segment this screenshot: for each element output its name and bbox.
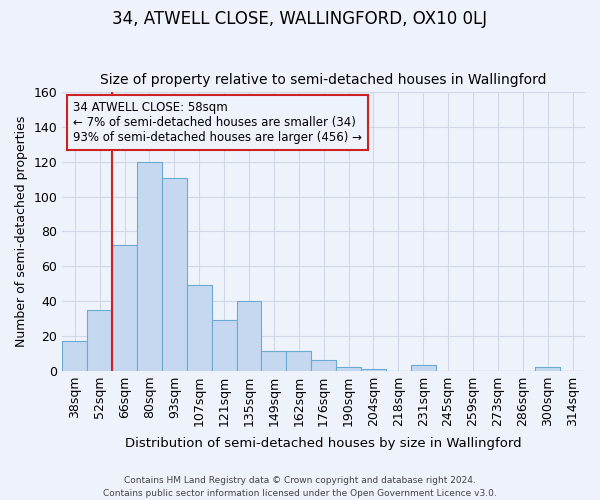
Bar bbox=[535, 367, 560, 370]
Bar bbox=[311, 360, 336, 370]
Bar bbox=[411, 366, 436, 370]
Bar bbox=[162, 178, 187, 370]
Bar bbox=[336, 367, 361, 370]
Bar bbox=[87, 310, 112, 370]
Bar bbox=[236, 301, 262, 370]
X-axis label: Distribution of semi-detached houses by size in Wallingford: Distribution of semi-detached houses by … bbox=[125, 437, 522, 450]
Text: 34, ATWELL CLOSE, WALLINGFORD, OX10 0LJ: 34, ATWELL CLOSE, WALLINGFORD, OX10 0LJ bbox=[112, 10, 488, 28]
Bar bbox=[187, 286, 212, 370]
Bar bbox=[62, 341, 87, 370]
Bar bbox=[112, 246, 137, 370]
Text: Contains HM Land Registry data © Crown copyright and database right 2024.
Contai: Contains HM Land Registry data © Crown c… bbox=[103, 476, 497, 498]
Bar bbox=[286, 352, 311, 370]
Y-axis label: Number of semi-detached properties: Number of semi-detached properties bbox=[15, 116, 28, 347]
Bar bbox=[212, 320, 236, 370]
Bar bbox=[361, 369, 386, 370]
Bar bbox=[262, 352, 286, 370]
Text: 34 ATWELL CLOSE: 58sqm
← 7% of semi-detached houses are smaller (34)
93% of semi: 34 ATWELL CLOSE: 58sqm ← 7% of semi-deta… bbox=[73, 100, 362, 144]
Title: Size of property relative to semi-detached houses in Wallingford: Size of property relative to semi-detach… bbox=[100, 73, 547, 87]
Bar bbox=[137, 162, 162, 370]
